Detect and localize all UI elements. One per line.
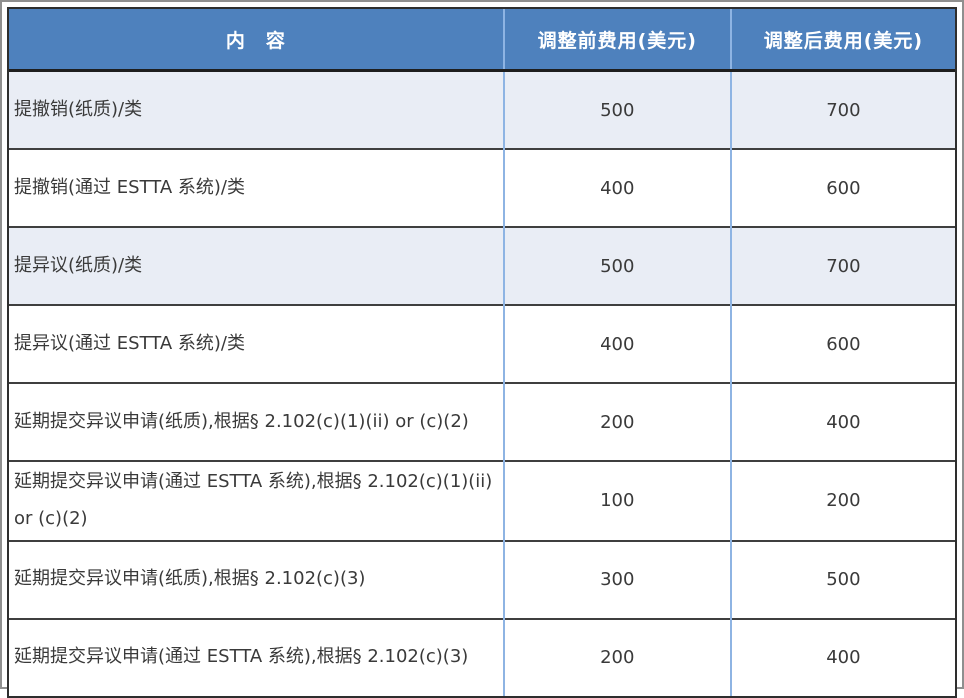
row-fee-before-cell: 500 (502, 70, 731, 149)
table-row: 提异议(通过 ESTTA 系统)/类 400 600 (9, 304, 955, 383)
row-fee-after-cell: 700 (729, 226, 955, 305)
header-fee-after: 调整后费用(美元) (729, 9, 955, 72)
row-content-cell: 延期提交异议申请(纸质),根据§ 2.102(c)(3) (9, 539, 504, 619)
row-fee-before-cell: 400 (502, 148, 731, 227)
row-fee-before-cell: 300 (502, 539, 731, 619)
row-fee-before-cell: 500 (502, 226, 731, 305)
fee-table: 内 容 调整前费用(美元) 调整后费用(美元) 提撤销(纸质)/类 500 70… (9, 9, 955, 696)
row-content-cell: 延期提交异议申请(通过 ESTTA 系统),根据§ 2.102(c)(1)(ii… (9, 460, 504, 541)
row-fee-before-cell: 200 (502, 382, 731, 461)
row-fee-before-cell: 200 (502, 617, 731, 696)
row-content-cell: 提异议(纸质)/类 (9, 226, 504, 305)
row-fee-before-cell: 400 (502, 304, 731, 383)
header-fee-before: 调整前费用(美元) (502, 9, 731, 72)
header-content: 内 容 (9, 9, 504, 72)
fee-table-frame: 内 容 调整前费用(美元) 调整后费用(美元) 提撤销(纸质)/类 500 70… (7, 7, 957, 698)
table-row: 提撤销(通过 ESTTA 系统)/类 400 600 (9, 148, 955, 227)
table-row: 延期提交异议申请(纸质),根据§ 2.102(c)(3) 300 500 (9, 539, 955, 619)
row-fee-after-cell: 500 (729, 539, 955, 619)
row-fee-before-cell: 100 (502, 460, 731, 541)
row-fee-after-cell: 600 (729, 148, 955, 227)
table-row: 提异议(纸质)/类 500 700 (9, 226, 955, 305)
table-row: 延期提交异议申请(通过 ESTTA 系统),根据§ 2.102(c)(3) 20… (9, 617, 955, 696)
row-fee-after-cell: 200 (729, 460, 955, 541)
row-fee-after-cell: 400 (729, 382, 955, 461)
row-fee-after-cell: 700 (729, 70, 955, 149)
table-row: 延期提交异议申请(通过 ESTTA 系统),根据§ 2.102(c)(1)(ii… (9, 460, 955, 541)
row-content-cell: 延期提交异议申请(纸质),根据§ 2.102(c)(1)(ii) or (c)(… (9, 382, 504, 461)
row-content-cell: 提撤销(通过 ESTTA 系统)/类 (9, 148, 504, 227)
row-fee-after-cell: 400 (729, 617, 955, 696)
row-content-cell: 提撤销(纸质)/类 (9, 70, 504, 149)
header-row: 内 容 调整前费用(美元) 调整后费用(美元) (9, 9, 955, 72)
row-fee-after-cell: 600 (729, 304, 955, 383)
row-content-cell: 提异议(通过 ESTTA 系统)/类 (9, 304, 504, 383)
row-content-cell: 延期提交异议申请(通过 ESTTA 系统),根据§ 2.102(c)(3) (9, 617, 504, 696)
fee-table-body: 提撤销(纸质)/类 500 700 提撤销(通过 ESTTA 系统)/类 400… (9, 70, 955, 696)
table-row: 延期提交异议申请(纸质),根据§ 2.102(c)(1)(ii) or (c)(… (9, 382, 955, 461)
table-row: 提撤销(纸质)/类 500 700 (9, 70, 955, 149)
